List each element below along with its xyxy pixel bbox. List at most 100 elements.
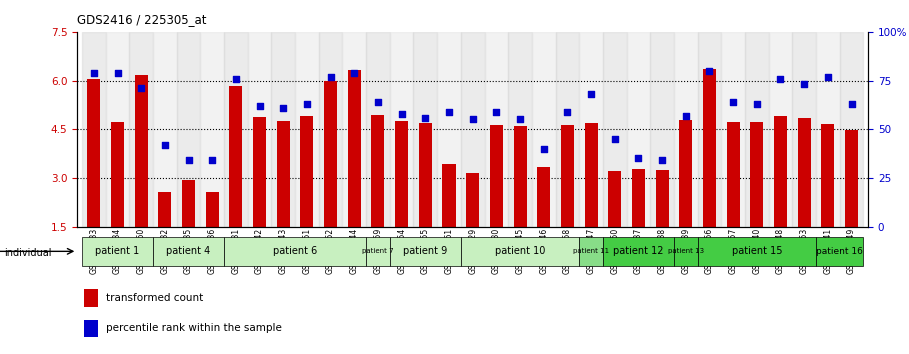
Bar <box>514 126 526 227</box>
Text: patient 4: patient 4 <box>166 246 211 256</box>
Point <box>607 136 622 142</box>
Bar <box>816 237 864 266</box>
Bar <box>272 32 295 227</box>
Bar <box>679 120 693 227</box>
Point <box>110 70 125 76</box>
Bar <box>390 237 461 266</box>
Bar <box>105 32 129 227</box>
Point <box>489 109 504 115</box>
Bar <box>319 32 343 227</box>
Point <box>371 99 385 105</box>
Text: patient 12: patient 12 <box>614 246 664 256</box>
Point <box>750 101 764 107</box>
Point <box>181 158 195 163</box>
Bar <box>745 32 769 227</box>
Bar <box>840 32 864 227</box>
Point <box>205 158 219 163</box>
Bar <box>414 32 437 227</box>
Bar <box>366 237 390 266</box>
Bar <box>584 124 597 227</box>
Bar <box>697 237 816 266</box>
Point <box>276 105 291 110</box>
Point <box>631 156 645 161</box>
Point <box>774 76 788 81</box>
Bar <box>726 122 740 227</box>
Point <box>654 158 669 163</box>
Bar <box>484 32 508 227</box>
Point <box>678 113 693 118</box>
Point <box>86 70 101 76</box>
Bar <box>537 166 550 227</box>
Text: patient 9: patient 9 <box>404 246 447 256</box>
Bar <box>111 122 124 227</box>
Text: patient 10: patient 10 <box>494 246 545 256</box>
Bar <box>603 237 674 266</box>
Bar <box>366 32 390 227</box>
Bar <box>674 32 697 227</box>
Point <box>821 74 835 80</box>
Bar <box>750 122 764 227</box>
Text: patient 15: patient 15 <box>732 246 782 256</box>
Bar <box>443 164 455 227</box>
Point <box>442 109 456 115</box>
Point <box>465 117 480 122</box>
Text: individual: individual <box>4 248 51 258</box>
Bar <box>655 170 669 227</box>
Bar <box>325 81 337 227</box>
Bar <box>579 237 603 266</box>
Bar <box>555 32 579 227</box>
Bar <box>176 32 200 227</box>
Point <box>253 103 267 109</box>
Bar <box>158 193 172 227</box>
Bar <box>774 115 787 227</box>
Point <box>229 76 244 81</box>
Point <box>844 101 859 107</box>
Text: patient 13: patient 13 <box>668 249 704 254</box>
Bar <box>816 32 840 227</box>
Point <box>324 74 338 80</box>
Text: GDS2416 / 225305_at: GDS2416 / 225305_at <box>77 13 206 26</box>
Bar <box>82 32 105 227</box>
Bar <box>490 125 503 227</box>
Bar <box>703 69 716 227</box>
Bar <box>466 173 479 227</box>
Bar <box>248 32 272 227</box>
Bar <box>395 121 408 227</box>
Bar <box>722 32 745 227</box>
Bar <box>229 86 243 227</box>
Bar <box>437 32 461 227</box>
Bar <box>182 181 195 227</box>
Text: percentile rank within the sample: percentile rank within the sample <box>105 324 282 333</box>
Bar <box>205 192 219 227</box>
Bar <box>461 237 579 266</box>
Bar <box>153 32 176 227</box>
Point <box>418 115 433 120</box>
Bar <box>603 32 626 227</box>
Bar <box>608 171 621 227</box>
Point <box>157 142 172 148</box>
Bar <box>390 32 414 227</box>
Bar <box>769 32 793 227</box>
Point <box>395 111 409 116</box>
Bar <box>348 70 361 227</box>
Bar <box>632 169 644 227</box>
Text: patient 7: patient 7 <box>362 249 394 254</box>
Bar <box>224 32 248 227</box>
Bar <box>697 32 722 227</box>
Text: transformed count: transformed count <box>105 293 203 303</box>
Bar <box>129 32 153 227</box>
Bar <box>301 115 314 227</box>
Bar <box>84 320 98 337</box>
Text: patient 11: patient 11 <box>573 249 609 254</box>
Bar <box>532 32 555 227</box>
Bar <box>253 117 266 227</box>
Bar <box>200 32 224 227</box>
Bar <box>295 32 319 227</box>
Point <box>134 85 148 91</box>
Bar <box>508 32 532 227</box>
Point <box>513 117 527 122</box>
Bar <box>84 289 98 307</box>
Bar <box>153 237 224 266</box>
Bar <box>87 79 100 227</box>
Bar <box>822 124 834 227</box>
